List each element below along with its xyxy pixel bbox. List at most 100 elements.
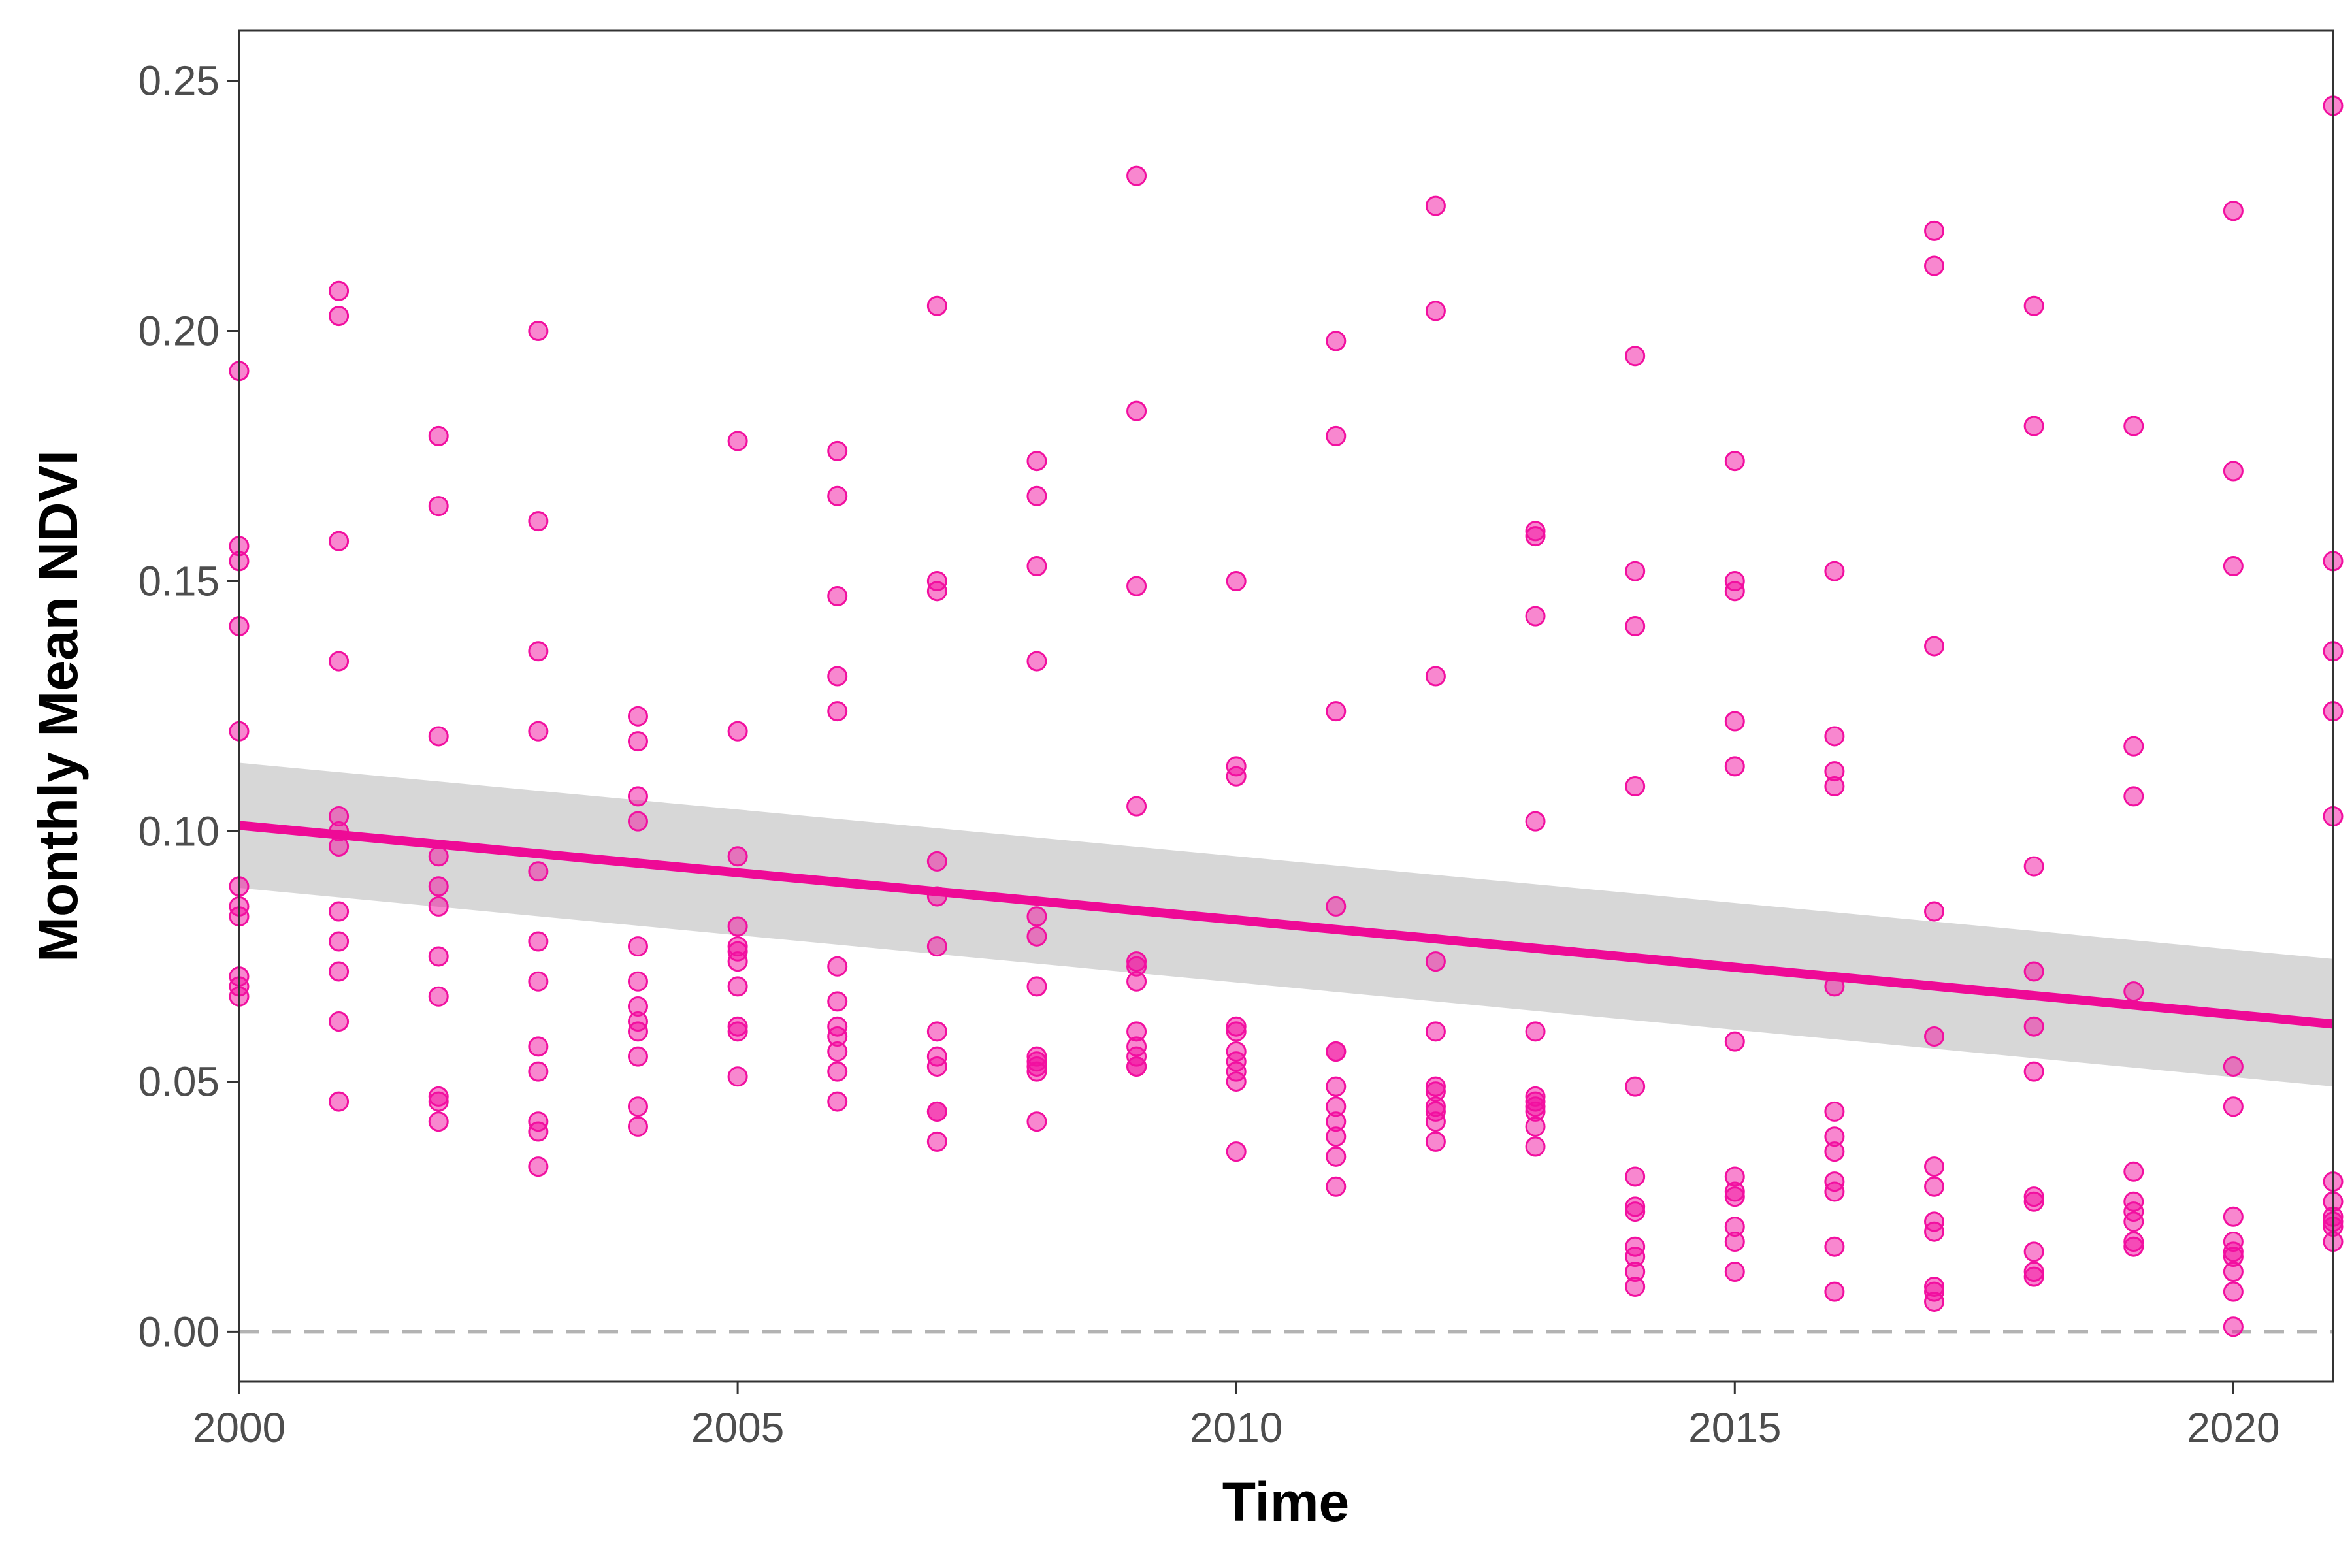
data-point	[528, 641, 549, 662]
data-point	[827, 956, 848, 977]
data-point	[428, 986, 449, 1007]
data-point	[1625, 561, 1646, 581]
data-point	[1026, 1061, 1047, 1082]
x-tick-label: 2015	[1688, 1404, 1781, 1451]
data-point	[2123, 981, 2144, 1002]
data-point	[627, 786, 648, 807]
data-point	[627, 1096, 648, 1117]
data-point	[428, 1111, 449, 1132]
data-point	[1525, 1116, 1546, 1137]
data-point	[827, 585, 848, 606]
data-point	[2023, 1061, 2044, 1082]
data-point	[1126, 400, 1147, 421]
data-point	[926, 1021, 947, 1042]
data-point	[627, 811, 648, 832]
data-point	[428, 946, 449, 967]
data-point	[1924, 901, 1945, 922]
data-point	[627, 936, 648, 957]
x-tick-label: 2005	[691, 1404, 784, 1451]
data-point	[1425, 301, 1446, 321]
y-tick-label: 0.15	[138, 558, 220, 605]
data-point	[1326, 1076, 1347, 1097]
data-point	[1625, 1276, 1646, 1297]
data-point	[528, 861, 549, 882]
data-point	[827, 440, 848, 461]
data-point	[1824, 1181, 1845, 1202]
data-point	[827, 1091, 848, 1112]
data-point	[329, 961, 350, 982]
data-point	[2223, 1056, 2244, 1077]
data-point	[2023, 416, 2044, 436]
data-point	[1126, 1056, 1147, 1077]
data-point	[2023, 295, 2044, 316]
data-point	[727, 951, 748, 972]
data-point	[428, 726, 449, 747]
x-tick-label: 2010	[1190, 1404, 1282, 1451]
data-point	[2023, 1266, 2044, 1287]
y-tick-label: 0.05	[138, 1058, 220, 1105]
data-point	[329, 280, 350, 301]
data-point	[926, 1131, 947, 1152]
data-point	[1525, 1136, 1546, 1157]
data-point	[1724, 1232, 1745, 1252]
data-point	[1824, 1101, 1845, 1122]
data-point	[428, 876, 449, 897]
data-point	[1924, 1291, 1945, 1312]
data-point	[727, 431, 748, 451]
data-point	[1226, 1071, 1247, 1092]
y-axis-title: Monthly Mean NDVI	[27, 450, 89, 962]
trend-line	[238, 821, 2334, 1029]
data-point	[926, 1056, 947, 1077]
data-point	[1824, 1236, 1845, 1257]
data-point	[1026, 976, 1047, 997]
data-point	[2223, 201, 2244, 221]
data-point	[528, 971, 549, 992]
data-point	[1026, 451, 1047, 472]
data-point	[926, 295, 947, 316]
data-point	[1326, 701, 1347, 722]
data-point	[1625, 346, 1646, 367]
data-point	[329, 931, 350, 952]
data-point	[329, 651, 350, 672]
data-point	[2023, 1191, 2044, 1212]
data-point	[926, 1101, 947, 1122]
data-point	[528, 721, 549, 742]
data-point	[1924, 220, 1945, 241]
data-point	[1126, 576, 1147, 596]
data-point	[2123, 1236, 2144, 1257]
x-axis: 2000 2005 2010 2015 2020	[193, 1382, 2280, 1451]
data-point	[2023, 1016, 2044, 1037]
data-point	[1824, 726, 1845, 747]
data-point	[1625, 1166, 1646, 1187]
data-point	[627, 731, 648, 752]
data-point	[926, 936, 947, 957]
data-point	[428, 425, 449, 446]
data-point	[1924, 1156, 1945, 1177]
data-point	[2223, 1261, 2244, 1282]
data-point	[1525, 606, 1546, 627]
x-axis-title: Time	[1222, 1471, 1350, 1533]
y-tick-label: 0.25	[138, 57, 220, 105]
data-point	[1425, 1021, 1446, 1042]
data-point	[329, 1011, 350, 1032]
data-point	[528, 321, 549, 342]
y-tick-label: 0.20	[138, 308, 220, 355]
data-point	[1326, 1146, 1347, 1167]
data-point	[1026, 556, 1047, 577]
data-point	[1824, 1141, 1845, 1162]
data-point	[1026, 906, 1047, 927]
data-point	[2123, 786, 2144, 807]
x-tick-label: 2020	[2187, 1404, 2279, 1451]
data-point	[428, 496, 449, 517]
data-point	[627, 1046, 648, 1067]
data-point	[528, 1121, 549, 1142]
data-point	[1026, 926, 1047, 947]
data-point	[329, 901, 350, 922]
data-point	[727, 1066, 748, 1087]
y-axis: 0.00 0.05 0.10 0.15 0.20 0.25	[138, 57, 239, 1355]
data-point	[1326, 1176, 1347, 1197]
data-point	[1625, 776, 1646, 797]
data-point	[1924, 636, 1945, 657]
points-layer	[229, 95, 2344, 1337]
data-point	[1226, 1141, 1247, 1162]
